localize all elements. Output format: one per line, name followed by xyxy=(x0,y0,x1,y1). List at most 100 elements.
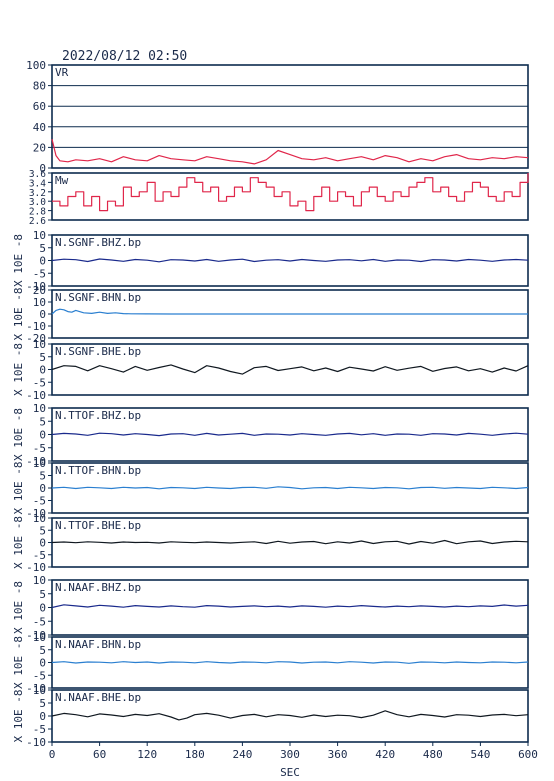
panel-label: N.SGNF.BHN.bp xyxy=(55,291,141,304)
x-tick-label: 120 xyxy=(137,748,157,761)
y-tick-label: 10 xyxy=(33,457,46,470)
series-line xyxy=(52,173,529,212)
y-tick-label: 80 xyxy=(33,80,46,93)
y-tick-label: 0 xyxy=(39,482,46,495)
y-tick-label: 10 xyxy=(33,574,46,587)
y-tick-label: -5 xyxy=(33,376,46,389)
y-axis-label: X 10E -8 xyxy=(12,581,25,634)
y-axis-label: X 10E -8 xyxy=(12,516,25,569)
y-tick-label: 10 xyxy=(33,402,46,415)
y-tick-label: 5 xyxy=(39,524,46,537)
y-tick-label: 10 xyxy=(33,684,46,697)
y-tick-label: 2.6 xyxy=(29,216,46,227)
y-tick-label: -10 xyxy=(26,736,46,749)
series-line xyxy=(51,604,529,609)
y-axis-label: X 10E -8 xyxy=(12,343,25,396)
y-tick-label: 5 xyxy=(39,351,46,364)
panel-label: N.NAAF.BHE.bp xyxy=(55,691,141,704)
panel-frame xyxy=(51,172,529,221)
y-tick-label: -5 xyxy=(33,615,46,628)
y-tick-label: 3.4 xyxy=(29,178,46,189)
series-line xyxy=(51,364,529,375)
series-line xyxy=(51,486,529,490)
y-tick-label: 0 xyxy=(39,162,46,175)
y-tick-label: 0 xyxy=(39,255,46,268)
panel-label: N.TTOF.BHZ.bp xyxy=(55,409,141,422)
y-axis-label: X 10E -8 xyxy=(12,288,25,341)
y-tick-label: 3.0 xyxy=(29,197,46,208)
y-tick-label: 0 xyxy=(39,602,46,615)
panel-label: N.NAAF.BHN.bp xyxy=(55,638,141,651)
y-axis-label: X 10E -8 xyxy=(12,636,25,689)
x-tick-label: 0 xyxy=(49,748,56,761)
panel-label: VR xyxy=(55,66,69,79)
y-tick-label: 5 xyxy=(39,415,46,428)
y-tick-label: -5 xyxy=(33,495,46,508)
panel-label: N.TTOF.BHE.bp xyxy=(55,519,141,532)
y-tick-label: -10 xyxy=(26,280,46,293)
x-tick-label: 360 xyxy=(328,748,348,761)
page-title: 2022/08/12 02:50 xyxy=(62,49,188,64)
y-tick-label: -5 xyxy=(33,723,46,736)
y-tick-label: 0 xyxy=(39,429,46,442)
y-axis-label: X 10E -8 xyxy=(12,462,25,515)
y-tick-label: -10 xyxy=(26,629,46,642)
y-tick-label: 60 xyxy=(33,100,46,113)
y-tick-label: 10 xyxy=(33,512,46,525)
y-tick-label: 20 xyxy=(33,141,46,154)
y-axis-label: X 10E -8 xyxy=(12,234,25,287)
series-line xyxy=(51,258,529,263)
y-tick-label: 0 xyxy=(39,364,46,377)
y-tick-label: -5 xyxy=(33,267,46,280)
y-tick-label: 5 xyxy=(39,242,46,255)
x-tick-label: 240 xyxy=(232,748,252,761)
y-tick-label: 3.6 xyxy=(29,169,46,180)
y-tick-label: -5 xyxy=(33,669,46,682)
y-tick-label: 5 xyxy=(39,470,46,483)
y-tick-label: 3.2 xyxy=(29,188,46,199)
y-tick-label: -10 xyxy=(26,507,46,520)
x-tick-label: 180 xyxy=(185,748,205,761)
y-tick-label: 10 xyxy=(33,631,46,644)
y-axis-label: X 10E -8 xyxy=(12,408,25,461)
series-line xyxy=(51,539,529,545)
y-axis-label: X 10E -8 xyxy=(12,690,25,743)
panel-frame xyxy=(51,64,529,169)
y-tick-label: 5 xyxy=(39,697,46,710)
series-line xyxy=(51,661,529,664)
panel-label: N.NAAF.BHZ.bp xyxy=(55,581,141,594)
y-tick-label: 10 xyxy=(33,229,46,242)
y-tick-label: 0 xyxy=(39,710,46,723)
y-tick-label: 20 xyxy=(33,284,46,297)
series-line xyxy=(51,432,529,437)
y-tick-label: 100 xyxy=(26,59,46,72)
y-tick-label: -5 xyxy=(33,442,46,455)
x-tick-label: 420 xyxy=(375,748,395,761)
y-tick-label: -10 xyxy=(26,682,46,695)
y-tick-label: 10 xyxy=(33,296,46,309)
y-tick-label: -20 xyxy=(26,332,46,345)
x-tick-label: 600 xyxy=(518,748,538,761)
y-tick-label: -10 xyxy=(26,320,46,333)
y-tick-label: 0 xyxy=(39,537,46,550)
x-tick-label: 300 xyxy=(280,748,300,761)
series-line xyxy=(51,710,529,721)
panel-label: Mw xyxy=(55,174,69,187)
x-tick-label: 480 xyxy=(423,748,443,761)
y-tick-label: -10 xyxy=(26,389,46,402)
x-tick-label: 60 xyxy=(93,748,106,761)
y-tick-label: -10 xyxy=(26,455,46,468)
y-tick-label: 0 xyxy=(39,657,46,670)
panel-label: N.SGNF.BHE.bp xyxy=(55,345,141,358)
x-tick-label: 540 xyxy=(470,748,490,761)
panel-label: N.SGNF.BHZ.bp xyxy=(55,236,141,249)
panel-label: N.TTOF.BHN.bp xyxy=(55,464,141,477)
y-tick-label: -10 xyxy=(26,561,46,574)
y-tick-label: 40 xyxy=(33,121,46,134)
y-tick-label: 0 xyxy=(39,308,46,321)
y-tick-label: -5 xyxy=(33,549,46,562)
y-tick-label: 10 xyxy=(33,338,46,351)
y-tick-label: 2.8 xyxy=(29,207,46,218)
y-tick-label: 5 xyxy=(39,588,46,601)
